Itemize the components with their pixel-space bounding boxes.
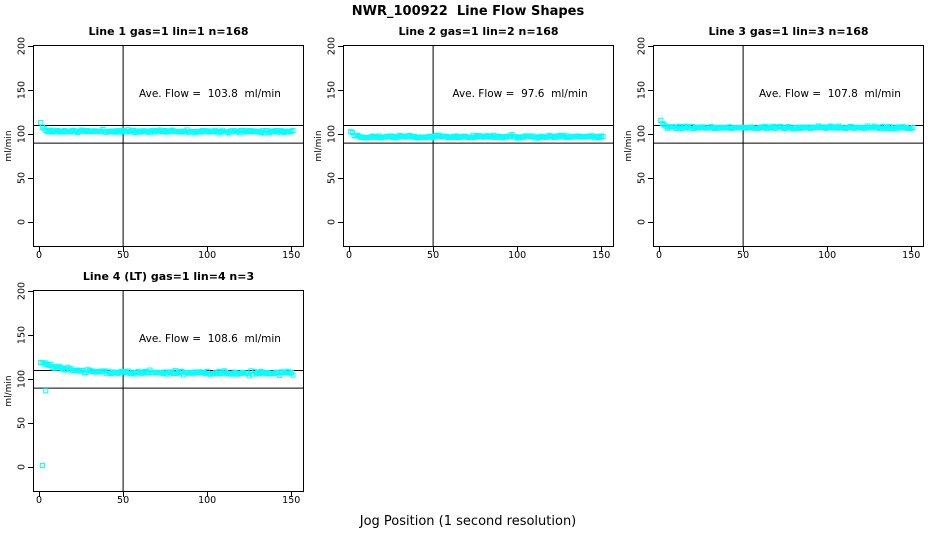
x-tick-label: 150: [902, 250, 921, 261]
y-tick: [648, 45, 653, 47]
y-tick: [28, 45, 33, 47]
main-title: NWR_100922 Line Flow Shapes: [351, 4, 585, 19]
y-tick: [28, 466, 33, 468]
y-tick: [648, 221, 653, 223]
avg-flow-annotation: Ave. Flow = 97.6 ml/min: [452, 88, 588, 100]
x-tick-label: 0: [36, 250, 43, 261]
y-tick: [338, 133, 343, 135]
y-tick: [648, 177, 653, 179]
y-tick-label: 200: [326, 37, 338, 56]
y-tick: [28, 422, 33, 424]
y-tick-label: 100: [636, 125, 648, 144]
x-tick-label: 50: [427, 250, 440, 261]
x-tick: [122, 246, 124, 252]
x-axis-label: Jog Position (1 second resolution): [359, 514, 577, 529]
y-tick-label: 100: [326, 125, 338, 144]
y-tick: [28, 221, 33, 223]
y-axis-label: ml/min: [4, 375, 14, 407]
y-tick-label: 100: [16, 370, 28, 389]
x-tick-label: 100: [198, 250, 217, 261]
x-tick: [826, 246, 828, 252]
y-tick: [338, 221, 343, 223]
x-tick: [910, 246, 912, 252]
x-tick-label: 100: [508, 250, 527, 261]
y-tick: [28, 334, 33, 336]
y-tick-label: 200: [16, 37, 28, 56]
scatter-plot-canvas: [34, 291, 303, 491]
x-tick: [600, 246, 602, 252]
x-tick-label: 0: [656, 250, 663, 261]
avg-flow-annotation: Ave. Flow = 107.8 ml/min: [759, 88, 901, 100]
y-tick: [28, 378, 33, 380]
x-tick: [658, 246, 660, 252]
x-tick: [122, 491, 124, 497]
y-axis-label: ml/min: [314, 130, 324, 162]
scatter-plot-canvas: [34, 46, 303, 246]
panel-line-3: Line 3 gas=1 lin=3 n=168 ml/min Ave. Flo…: [624, 25, 924, 261]
panel-title: Line 4 (LT) gas=1 lin=4 n=3: [82, 270, 255, 283]
y-tick: [28, 290, 33, 292]
panel-line-4: Line 4 (LT) gas=1 lin=4 n=3 ml/min Ave. …: [4, 270, 304, 506]
x-tick-label: 0: [346, 250, 353, 261]
x-tick: [290, 246, 292, 252]
y-tick-label: 0: [326, 219, 338, 226]
y-tick: [648, 133, 653, 135]
x-tick-label: 150: [282, 495, 301, 506]
y-tick: [28, 177, 33, 179]
panel-title: Line 2 gas=1 lin=2 n=168: [398, 25, 559, 38]
x-tick-label: 50: [117, 495, 130, 506]
x-tick: [290, 491, 292, 497]
y-tick: [648, 89, 653, 91]
y-tick-label: 0: [636, 219, 648, 226]
x-tick-label: 150: [282, 250, 301, 261]
x-tick-label: 100: [198, 495, 217, 506]
y-tick-label: 200: [636, 37, 648, 56]
y-tick: [28, 133, 33, 135]
y-tick-label: 200: [16, 282, 28, 301]
y-tick-label: 50: [16, 172, 28, 185]
x-tick-label: 150: [592, 250, 611, 261]
y-tick-label: 150: [326, 81, 338, 100]
y-tick-label: 0: [16, 219, 28, 226]
y-tick-label: 100: [16, 125, 28, 144]
y-tick-label: 0: [16, 464, 28, 471]
x-tick-label: 50: [737, 250, 750, 261]
scatter-plot-canvas: [654, 46, 923, 246]
y-tick: [28, 89, 33, 91]
y-tick-label: 150: [16, 81, 28, 100]
x-tick: [206, 491, 208, 497]
y-axis-label: ml/min: [4, 130, 14, 162]
x-tick: [742, 246, 744, 252]
panel-title: Line 1 gas=1 lin=1 n=168: [88, 25, 249, 38]
y-tick-label: 150: [636, 81, 648, 100]
panel-line-2: Line 2 gas=1 lin=2 n=168 ml/min Ave. Flo…: [314, 25, 614, 261]
scatter-plot-canvas: [344, 46, 613, 246]
x-tick: [432, 246, 434, 252]
x-tick: [38, 246, 40, 252]
x-tick-label: 0: [36, 495, 43, 506]
y-tick-label: 50: [326, 172, 338, 185]
x-tick-label: 100: [818, 250, 837, 261]
y-tick-label: 50: [16, 417, 28, 430]
y-tick: [338, 177, 343, 179]
x-tick: [348, 246, 350, 252]
y-tick-label: 50: [636, 172, 648, 185]
panel-title: Line 3 gas=1 lin=3 n=168: [708, 25, 869, 38]
y-axis-label: ml/min: [624, 130, 634, 162]
y-tick: [338, 45, 343, 47]
y-tick-label: 150: [16, 326, 28, 345]
x-tick: [206, 246, 208, 252]
y-tick: [338, 89, 343, 91]
avg-flow-annotation: Ave. Flow = 108.6 ml/min: [139, 333, 281, 345]
avg-flow-annotation: Ave. Flow = 103.8 ml/min: [139, 88, 281, 100]
panel-line-1: Line 1 gas=1 lin=1 n=168 ml/min Ave. Flo…: [4, 25, 304, 261]
x-tick: [38, 491, 40, 497]
x-tick-label: 50: [117, 250, 130, 261]
x-tick: [516, 246, 518, 252]
